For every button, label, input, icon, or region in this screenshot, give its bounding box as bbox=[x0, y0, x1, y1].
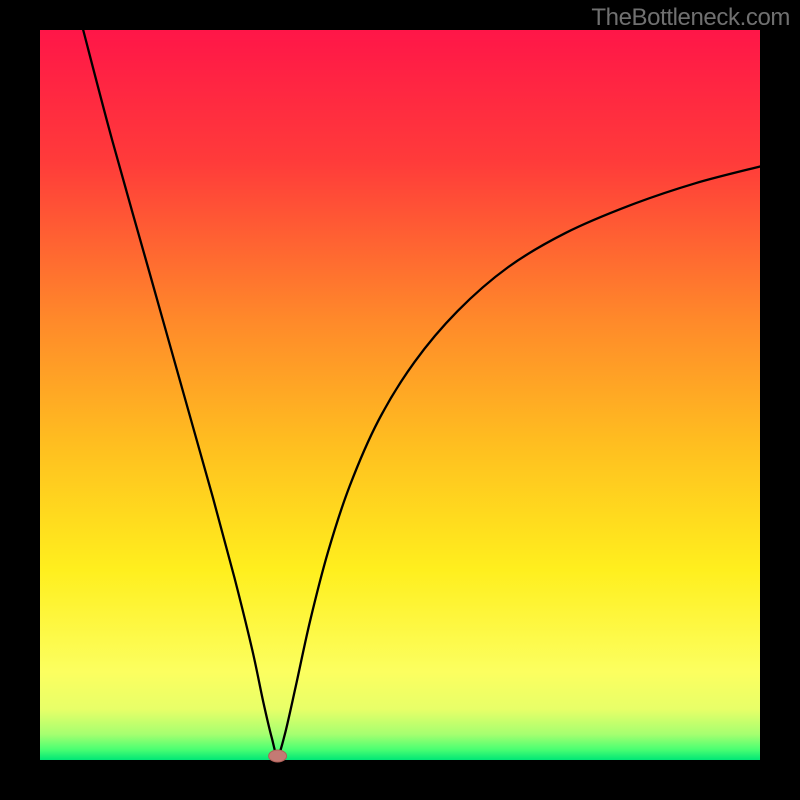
plot-background bbox=[40, 30, 760, 760]
attribution-text: TheBottleneck.com bbox=[591, 4, 790, 32]
root-container: TheBottleneck.com bbox=[0, 0, 800, 800]
minimum-marker bbox=[269, 750, 287, 762]
bottleneck-chart bbox=[0, 0, 800, 800]
